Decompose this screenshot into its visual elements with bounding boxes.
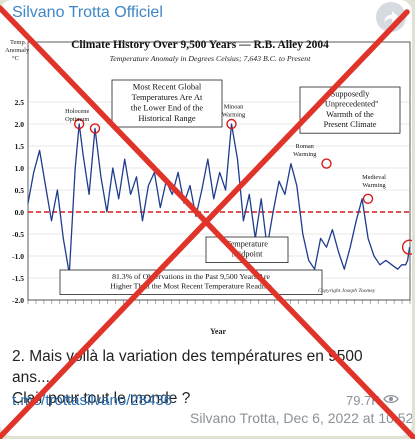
event-label: Warming xyxy=(222,112,246,119)
callout-text: Temperatures Are At xyxy=(132,92,203,102)
share-button[interactable] xyxy=(376,2,406,32)
callout-text: Warmth of the xyxy=(326,110,374,119)
event-label: Roman xyxy=(296,143,315,150)
callout-text: the Lower End of the xyxy=(131,103,203,113)
callout-text: Supposedly xyxy=(331,89,371,98)
y-tick-label: 2.5 xyxy=(15,98,25,107)
y-tick-label: 2.0 xyxy=(15,120,25,129)
post-author-date: Silvano Trotta, Dec 6, 2022 at 10:52 xyxy=(190,410,412,426)
chart-subtitle: Temperature Anomaly in Degrees Celsius; … xyxy=(110,54,312,63)
y-tick-label: 1.0 xyxy=(15,164,25,173)
y-axis-label-line1: Temp. xyxy=(10,39,27,46)
y-tick-label: -2.0 xyxy=(12,296,24,305)
share-arrow-icon xyxy=(384,11,398,23)
view-count: 79.7K xyxy=(346,393,380,408)
caption-line-1: 2. Mais voilà la variation des températu… xyxy=(12,348,363,386)
event-label: Medieval xyxy=(362,174,386,181)
y-axis-label-line2: Anomaly xyxy=(5,47,30,54)
y-tick-label: 0.0 xyxy=(15,208,25,217)
callout-text: Present Climate xyxy=(324,120,377,129)
chart-image[interactable]: Climate History Over 9,500 Years — R.B. … xyxy=(0,32,412,338)
callout-text: Most Recent Global xyxy=(133,82,202,92)
y-tick-label: -1.5 xyxy=(12,274,24,283)
event-label: Optimum xyxy=(65,116,89,123)
y-tick-label: 0.5 xyxy=(15,186,25,195)
callout-text: 81.3% of Observations in the Past 9,500 … xyxy=(112,272,270,281)
callout-text: Historical Range xyxy=(138,113,196,123)
y-tick-label: -0.5 xyxy=(12,230,24,239)
event-label: Minoan xyxy=(224,104,244,111)
callout-text: Temperature xyxy=(226,239,268,248)
y-tick-label: -1.0 xyxy=(12,252,24,261)
y-axis-label-line3: °C xyxy=(12,55,19,62)
eye-icon xyxy=(383,394,399,404)
callout-text: "Unprecedented" xyxy=(322,100,379,109)
x-axis-title: Year xyxy=(210,327,226,336)
channel-name[interactable]: Silvano Trotta Officiel xyxy=(12,4,163,21)
event-label: Warming xyxy=(362,182,386,189)
event-label: Holocene xyxy=(65,108,89,115)
callout-text: Higher Than the Most Recent Temperature … xyxy=(110,282,272,291)
chart-title: Climate History Over 9,500 Years — R.B. … xyxy=(71,39,329,51)
copyright-label: Copyright Joseph Toomey xyxy=(318,288,376,294)
y-tick-label: 1.5 xyxy=(15,142,25,151)
callout-text: Midpoint xyxy=(232,250,264,259)
event-label: Warming xyxy=(293,151,317,158)
message-link[interactable]: t.me/trottasilvano/28436 xyxy=(12,392,173,409)
